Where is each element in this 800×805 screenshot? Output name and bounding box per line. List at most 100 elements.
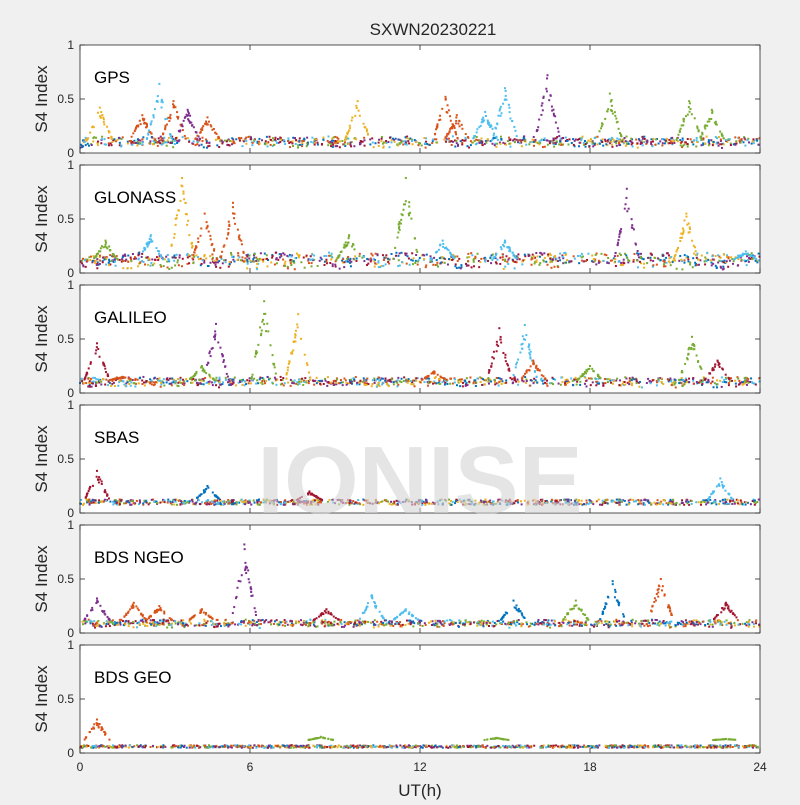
data-point <box>356 257 358 259</box>
data-point <box>643 499 645 501</box>
peak-point <box>691 113 693 115</box>
data-point <box>714 382 716 384</box>
peak-point <box>673 257 675 259</box>
data-point <box>614 261 616 263</box>
data-point <box>292 145 294 147</box>
data-point <box>460 381 462 383</box>
peak-point <box>530 351 532 353</box>
data-point <box>719 380 721 382</box>
data-point <box>110 385 112 387</box>
data-point <box>595 381 597 383</box>
peak-point <box>226 373 228 375</box>
peak-point <box>709 496 711 498</box>
data-point <box>338 382 340 384</box>
data-point <box>444 384 446 386</box>
data-point <box>455 263 457 265</box>
data-point <box>715 136 717 138</box>
data-point <box>595 384 597 386</box>
data-point <box>345 379 347 381</box>
peak-point <box>513 254 515 256</box>
peak-point <box>202 125 204 127</box>
axes-background <box>80 165 760 273</box>
peak-point <box>217 341 219 343</box>
data-point <box>173 500 175 502</box>
data-point <box>298 256 300 258</box>
data-point <box>134 382 136 384</box>
data-point <box>395 252 397 254</box>
data-point <box>572 384 574 386</box>
data-point <box>336 145 338 147</box>
peak-point <box>502 352 504 354</box>
peak-point <box>439 115 441 117</box>
data-point <box>180 500 182 502</box>
data-point <box>291 260 293 262</box>
peak-point <box>721 484 723 486</box>
data-point <box>114 258 116 260</box>
data-point <box>514 141 516 143</box>
peak-point <box>232 202 234 204</box>
peak-point <box>261 330 263 332</box>
data-point <box>659 140 661 142</box>
data-point <box>257 260 259 262</box>
data-point <box>179 379 181 381</box>
data-point <box>546 139 548 141</box>
data-point <box>97 141 99 143</box>
peak-point <box>89 132 91 134</box>
data-point <box>270 261 272 263</box>
peak-point <box>507 246 509 248</box>
peak-point <box>742 254 744 256</box>
data-point <box>378 139 380 141</box>
data-point <box>111 260 113 262</box>
data-point <box>610 382 612 384</box>
data-point <box>668 379 670 381</box>
data-point <box>635 139 637 141</box>
data-point <box>460 264 462 266</box>
data-point <box>696 381 698 383</box>
data-point <box>231 256 233 258</box>
data-point <box>566 259 568 261</box>
data-point <box>579 384 581 386</box>
data-point <box>674 382 676 384</box>
data-point <box>470 144 472 146</box>
data-point <box>246 256 248 258</box>
peak-point <box>104 489 106 491</box>
data-point <box>587 140 589 142</box>
peak-point <box>359 115 361 117</box>
peak-point <box>167 117 169 119</box>
data-point <box>533 255 535 257</box>
data-point <box>753 500 755 502</box>
data-point <box>598 262 600 264</box>
data-point <box>546 383 548 385</box>
data-point <box>192 501 194 503</box>
data-point <box>738 140 740 142</box>
data-point <box>336 378 338 380</box>
peak-point <box>128 378 130 380</box>
data-point <box>500 136 502 138</box>
data-point <box>394 141 396 143</box>
peak-point <box>440 376 442 378</box>
data-point <box>658 380 660 382</box>
data-point <box>563 252 565 254</box>
data-point <box>377 260 379 262</box>
data-point <box>639 261 641 263</box>
data-point <box>208 383 210 385</box>
data-point <box>356 382 358 384</box>
data-point <box>407 255 409 257</box>
peak-point <box>614 111 616 113</box>
peak-point <box>689 226 691 228</box>
data-point <box>625 140 627 142</box>
data-point <box>708 141 710 143</box>
data-point <box>125 259 127 261</box>
peak-point <box>263 323 265 325</box>
data-point <box>618 261 620 263</box>
peak-point <box>496 350 498 352</box>
data-point <box>553 139 555 141</box>
peak-point <box>697 361 699 363</box>
data-point <box>125 502 127 504</box>
peak-point <box>351 245 353 247</box>
data-point <box>256 263 258 265</box>
data-point <box>93 136 95 138</box>
data-point <box>207 503 209 505</box>
data-point <box>623 259 625 261</box>
data-point <box>679 382 681 384</box>
